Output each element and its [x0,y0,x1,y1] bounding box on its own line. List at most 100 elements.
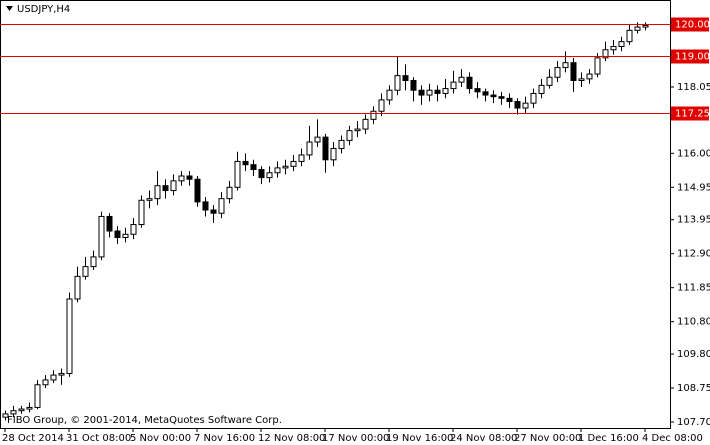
candle-body [482,91,489,96]
candle-body [418,89,425,96]
candle [570,57,577,92]
candle [642,22,649,31]
price-level-label: 119.00 [675,52,710,63]
candle [130,218,137,240]
candle [242,153,249,172]
candle-body [498,96,505,99]
candle-body [202,201,209,211]
x-tick-label: 31 Oct 08:00 [66,433,131,444]
candle [98,211,105,261]
candle [586,69,593,84]
candle-body [282,165,289,169]
y-tick-label: 116.00 [677,148,710,159]
candle [290,154,297,172]
candle [330,142,337,167]
candle [386,85,393,105]
candle-body [322,136,329,161]
candle [466,72,473,94]
menu-icon[interactable] [6,6,13,11]
y-tick-label: 109.80 [677,349,710,360]
candle-body [290,160,297,167]
x-tick-label: 5 Nov 00:00 [130,433,191,444]
candle-body [330,147,337,161]
candle-body [586,73,593,80]
candle-body [618,41,625,48]
candle-body [466,76,473,90]
candle-body [10,410,17,415]
candle [106,213,113,238]
candle [354,120,361,138]
candle [178,171,185,186]
candle [82,256,89,280]
candle-body [602,49,609,59]
candle [498,91,505,105]
candle [338,135,345,154]
candle [458,69,465,87]
candle-body [258,169,265,179]
candle [618,36,625,52]
candle-body [170,180,177,192]
candle-body [634,26,641,31]
candle [378,93,385,117]
candle-body [514,101,521,109]
candle [210,205,217,223]
candle [370,106,377,125]
candle [234,151,241,191]
candle-body [194,178,201,203]
y-tick-label: 118.05 [677,82,710,93]
candle [298,148,305,167]
candle-body [570,62,577,81]
candle [346,125,353,146]
candle [34,379,41,410]
candle-body [386,89,393,101]
price-level-box [671,106,709,121]
candle [170,174,177,196]
x-tick-label: 7 Nov 16:00 [194,433,255,444]
candle [58,368,65,385]
x-tick-label: 28 Oct 2014 [2,433,64,444]
candle [18,405,25,414]
candle-body [66,298,73,374]
candle-body [378,99,385,112]
candle-body [42,379,49,386]
candle-body [338,139,345,149]
candle-body [538,84,545,94]
candle-body [306,141,313,156]
candle [266,166,273,183]
candle-body [346,130,353,141]
candle [490,90,497,104]
candle [426,83,433,102]
candle-body [530,92,537,104]
candle-body [402,75,409,81]
candle [410,77,417,102]
candle-body [626,29,633,43]
y-tick-label: 113.95 [677,215,710,226]
candle [434,85,441,102]
y-tick-label: 110.80 [677,317,710,328]
y-tick-label: 107.70 [677,417,710,428]
candle [74,266,81,303]
candle-body [74,275,81,300]
candle [474,82,481,99]
candle [530,88,537,109]
candle-body [2,413,9,418]
x-tick-label: 17 Nov 00:00 [322,433,389,444]
candle-body [594,57,601,75]
candle [562,51,569,73]
candle [322,133,329,173]
candle [162,179,169,199]
candle-body [370,110,377,120]
candle-body [426,89,433,96]
candle-body [18,408,25,412]
candle-body [522,102,529,109]
candle [194,175,201,207]
candle [226,180,233,204]
candle-body [434,89,441,94]
candle [506,93,513,109]
candle-body [474,88,481,93]
candle-body [154,185,161,200]
candle [522,96,529,113]
candle [554,61,561,83]
candle [42,375,49,389]
x-tick-label: 1 Dec 16:00 [578,433,639,444]
